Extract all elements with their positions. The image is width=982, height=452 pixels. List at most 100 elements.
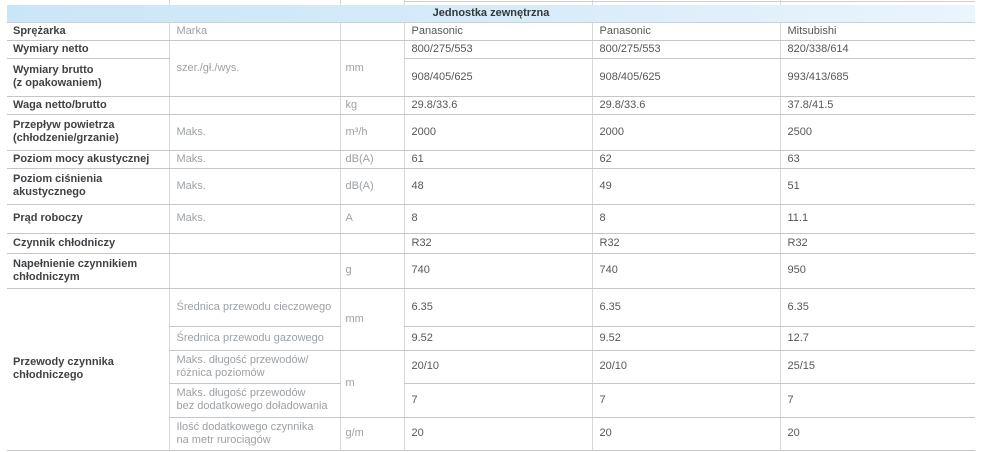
column-divider-tick	[404, 0, 405, 5]
value-cell: 993/413/685	[779, 58, 976, 97]
value-cell: 12.7	[779, 326, 976, 351]
table-row: Średnica przewodu gazowego 9.52 9.52 12.…	[7, 326, 976, 351]
value-cell: 29.8/33.6	[403, 96, 592, 115]
value-cell: 62	[591, 150, 780, 169]
value-cell: 950	[779, 253, 976, 289]
value-cell: 63	[779, 150, 976, 169]
value-cell: 29.8/33.6	[591, 96, 780, 115]
row-unit: mm	[339, 40, 404, 97]
row-label: Przewody czynnika chłodniczego	[7, 288, 169, 451]
row-unit: dB(A)	[339, 168, 404, 205]
value-cell: 20	[403, 417, 592, 451]
value-cell: 9.52	[403, 326, 592, 351]
value-cell: 37.8/41.5	[779, 96, 976, 115]
value-cell: R32	[779, 233, 976, 254]
table-row: Waga netto/brutto kg 29.8/33.6 29.8/33.6…	[7, 96, 976, 115]
row-sublabel: Ilość dodatkowego czynnika na metr ruroc…	[168, 417, 340, 451]
value-cell: 11.1	[779, 204, 976, 234]
value-cell: 25/15	[779, 350, 976, 384]
value-cell: 20/10	[403, 350, 592, 384]
value-cell: 820/338/614	[779, 40, 976, 59]
value-cell: 740	[591, 253, 780, 289]
row-unit: g/m	[339, 417, 404, 451]
value-cell: R32	[403, 233, 592, 254]
value-cell: 48	[403, 168, 592, 205]
row-sublabel	[168, 253, 340, 289]
table-row: Poziom mocy akustycznej Maks. dB(A) 61 6…	[7, 150, 976, 169]
row-unit	[339, 233, 404, 254]
value-cell: 20	[591, 417, 780, 451]
row-unit: m³/h	[339, 114, 404, 151]
value-cell: 7	[403, 383, 592, 418]
table-row: Czynnik chłodniczy R32 R32 R32	[7, 233, 976, 254]
row-unit: g	[339, 253, 404, 289]
value-cell: 61	[403, 150, 592, 169]
value-cell: 8	[591, 204, 780, 234]
row-label: Waga netto/brutto	[7, 96, 169, 115]
table-row: Napełnienie czynnikiem chłodniczym g 740…	[7, 253, 976, 289]
row-label: Przepływ powietrza (chłodzenie/grzanie)	[7, 114, 169, 151]
spec-table: Jednostka zewnętrzna Sprężarka Marka Pan…	[7, 5, 976, 451]
row-label: Sprężarka	[7, 22, 169, 41]
table-row: Maks. długość przewodów/ różnica poziomó…	[7, 350, 976, 418]
row-unit	[339, 22, 404, 41]
column-divider-tick	[780, 0, 781, 5]
row-sublabel: szer./gł./wys.	[168, 40, 340, 97]
row-sublabel: Maks.	[168, 114, 340, 151]
value-cell: 800/275/553	[403, 40, 592, 59]
row-sublabel: Średnica przewodu gazowego	[168, 326, 340, 351]
row-label: Poziom ciśnienia akustycznego	[7, 168, 169, 205]
row-label: Prąd roboczy	[7, 204, 169, 234]
value-cell: 2500	[779, 114, 976, 151]
value-cell: 49	[591, 168, 780, 205]
row-sublabel	[168, 96, 340, 115]
row-label: Wymiary brutto (z opakowaniem)	[7, 58, 169, 97]
row-unit: A	[339, 204, 404, 234]
row-sublabel: Średnica przewodu cieczowego	[168, 288, 340, 327]
value-cell: 20/10	[591, 350, 780, 384]
table-row: Przewody czynnika chłodniczego Średnica …	[7, 288, 976, 451]
table-row: Jednostka zewnętrzna	[7, 5, 976, 23]
table-row: Wymiary netto szer./gł./wys. mm 800/275/…	[7, 40, 976, 97]
value-cell: 6.35	[591, 288, 780, 327]
value-cell: 740	[403, 253, 592, 289]
value-cell: 2000	[403, 114, 592, 151]
value-cell: 51	[779, 168, 976, 205]
value-cell: Panasonic	[403, 22, 592, 41]
table-row: Maks. długość przewodów bez dodatkowego …	[7, 383, 976, 418]
row-sublabel: Maks. długość przewodów bez dodatkowego …	[168, 383, 340, 418]
row-unit: dB(A)	[339, 150, 404, 169]
value-cell: 908/405/625	[591, 58, 780, 97]
value-cell: 6.35	[779, 288, 976, 327]
row-unit: mm	[339, 288, 404, 351]
row-sublabel: Maks. długość przewodów/ różnica poziomó…	[168, 350, 340, 384]
column-divider-tick	[169, 0, 170, 5]
row-sublabel	[168, 233, 340, 254]
table-row: Ilość dodatkowego czynnika na metr ruroc…	[7, 417, 976, 451]
value-cell: R32	[591, 233, 780, 254]
row-unit: m	[339, 350, 404, 418]
value-cell: 6.35	[403, 288, 592, 327]
value-cell: 9.52	[591, 326, 780, 351]
table-row: Prąd roboczy Maks. A 8 8 11.1	[7, 204, 976, 234]
row-label: Wymiary netto	[7, 40, 169, 59]
column-divider-tick	[340, 0, 341, 5]
row-sublabel: Maks.	[168, 168, 340, 205]
value-cell: 2000	[591, 114, 780, 151]
value-cell: 7	[779, 383, 976, 418]
row-sublabel: Maks.	[168, 150, 340, 169]
row-sublabel: Marka	[168, 22, 340, 41]
table-top-edge	[7, 0, 975, 5]
row-unit: kg	[339, 96, 404, 115]
row-label: Czynnik chłodniczy	[7, 233, 169, 254]
value-cell: 908/405/625	[403, 58, 592, 97]
row-label: Napełnienie czynnikiem chłodniczym	[7, 253, 169, 289]
column-divider-tick	[592, 0, 593, 5]
value-cell: 7	[591, 383, 780, 418]
row-label: Poziom mocy akustycznej	[7, 150, 169, 169]
table-row: Poziom ciśnienia akustycznego Maks. dB(A…	[7, 168, 976, 205]
value-cell: Mitsubishi	[779, 22, 976, 41]
table-row: Wymiary brutto (z opakowaniem) 908/405/6…	[7, 58, 976, 97]
value-cell: Panasonic	[591, 22, 780, 41]
value-cell: 800/275/553	[591, 40, 780, 59]
